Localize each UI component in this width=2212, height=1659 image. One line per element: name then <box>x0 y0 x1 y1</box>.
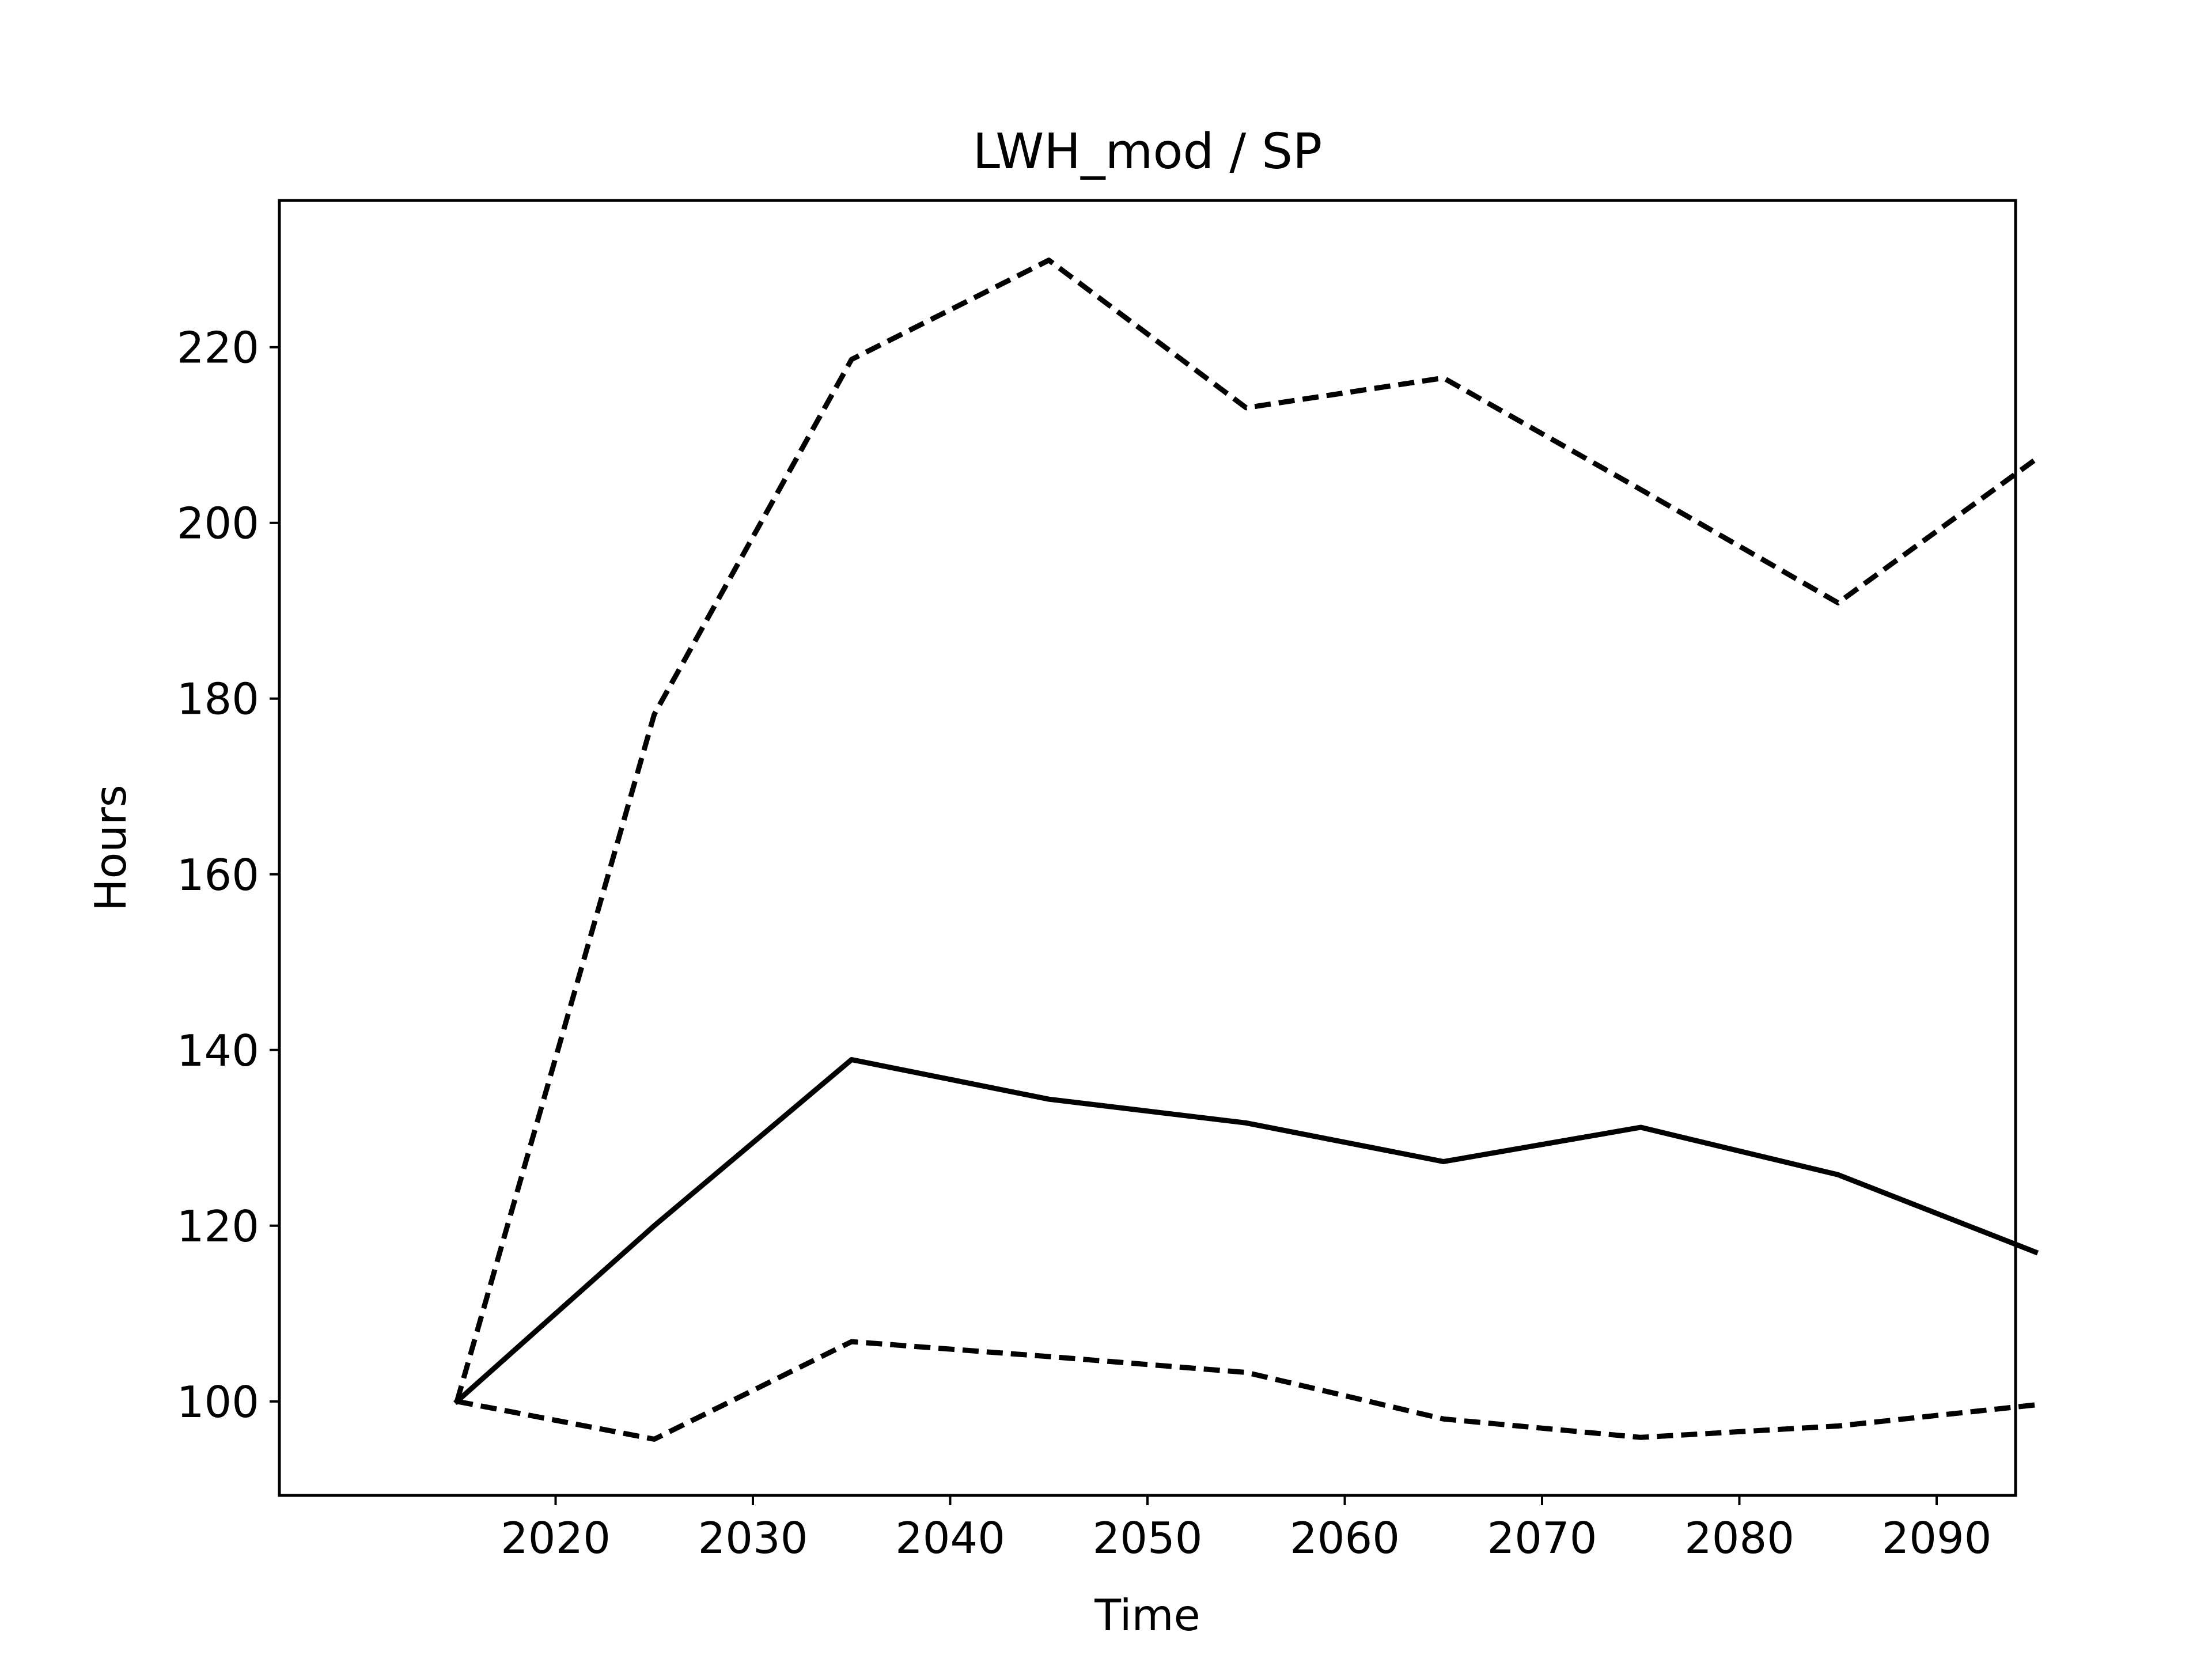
x-axis-label: Time <box>1094 1590 1200 1641</box>
chart-title: LWH_mod / SP <box>973 123 1323 180</box>
series-line-1 <box>453 1057 2039 1406</box>
series-layer <box>453 257 2039 1442</box>
x-tick-label: 2080 <box>1684 1513 1794 1563</box>
x-tick-label: 2060 <box>1290 1513 1400 1563</box>
y-tick-label: 220 <box>177 323 259 373</box>
series-line-3 <box>456 1339 2036 1442</box>
y-axis-ticks: 100 120 140 160 180 200 220 <box>177 323 279 1427</box>
y-tick-label: 160 <box>177 850 259 900</box>
x-tick-label: 2050 <box>1093 1513 1203 1563</box>
y-tick-label: 180 <box>177 674 259 725</box>
y-tick-label: 120 <box>177 1201 259 1252</box>
y-axis-label: Hours <box>85 785 136 911</box>
x-tick-label: 2030 <box>698 1513 808 1563</box>
y-tick-label: 100 <box>177 1377 259 1427</box>
y-tick-label: 200 <box>177 498 259 549</box>
x-tick-label: 2090 <box>1882 1513 1992 1563</box>
x-tick-label: 2040 <box>895 1513 1005 1563</box>
x-tick-label: 2070 <box>1487 1513 1597 1563</box>
series-line-2 <box>454 257 2037 1403</box>
x-axis-ticks: 2020 2030 2040 2050 2060 2070 2080 2090 <box>501 1495 1991 1563</box>
x-tick-label: 2020 <box>501 1513 611 1563</box>
y-tick-label: 140 <box>177 1025 259 1076</box>
